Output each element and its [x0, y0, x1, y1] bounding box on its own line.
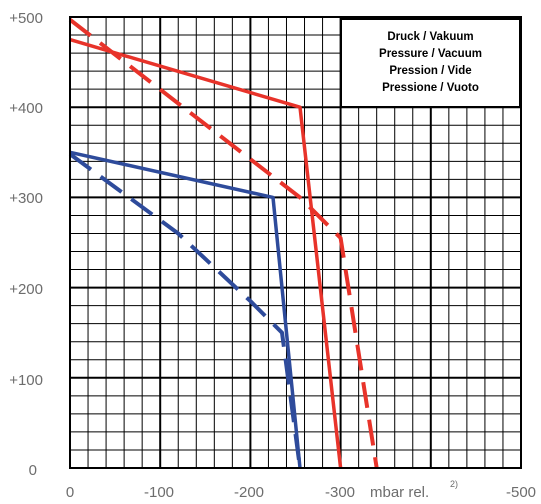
- y-tick-label-100: +100: [9, 372, 43, 389]
- x-tick-label-minus100: -100: [144, 484, 174, 501]
- series-line-4: [68, 152, 302, 469]
- x-tick-label-minus200: -200: [234, 484, 264, 501]
- series-line-1: [69, 37, 343, 469]
- series-layer: [68, 18, 379, 469]
- y-tick-label-200: +200: [9, 281, 43, 298]
- x-tick-label-minus500: -500: [506, 484, 536, 501]
- y-tick-label-400: +400: [9, 100, 43, 117]
- x-axis-unit-label: mbar rel. 2): [370, 479, 458, 501]
- axis-frame: [69, 16, 522, 469]
- legend-line-1: Druck / Vakuum: [387, 31, 473, 43]
- x-axis-label-superscript: 2): [450, 479, 458, 489]
- y-tick-label-300: +300: [9, 190, 43, 207]
- plot-frame: [69, 16, 522, 469]
- legend-line-2: Pressure / Vacuum: [379, 48, 482, 60]
- x-tick-labels: 0 -100 -200 -300 -500: [66, 484, 536, 501]
- series-line-3: [69, 150, 302, 469]
- y-tick-label-500: +500: [9, 10, 43, 27]
- y-tick-label-0: 0: [29, 462, 37, 479]
- legend: Druck / Vakuum Pressure / Vacuum Pressio…: [340, 18, 521, 108]
- legend-line-3: Pression / Vide: [389, 65, 471, 77]
- series-line-2: [68, 18, 379, 469]
- legend-box: [340, 18, 521, 108]
- y-tick-labels: 0 +100 +200 +300 +400 +500: [9, 10, 43, 479]
- x-tick-label-minus300: -300: [325, 484, 355, 501]
- legend-line-4: Pressione / Vuoto: [382, 82, 479, 94]
- x-axis-label: mbar rel.: [370, 484, 429, 501]
- x-tick-label-0: 0: [66, 484, 74, 501]
